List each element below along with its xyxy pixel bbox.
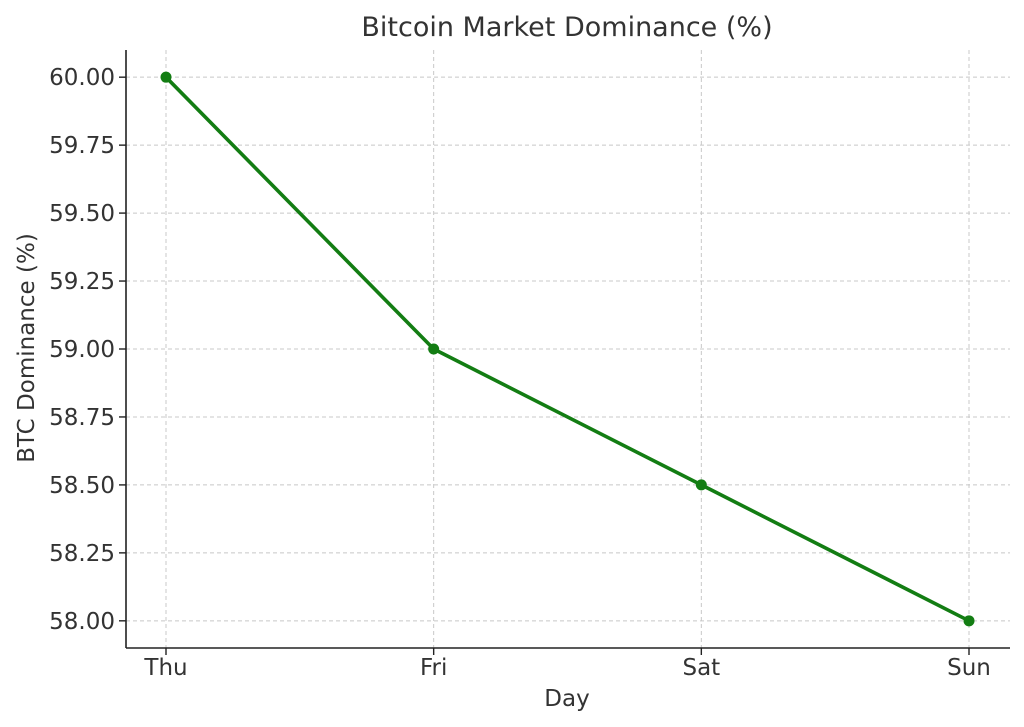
x-tick-label: Fri xyxy=(420,655,447,681)
data-point xyxy=(160,71,172,83)
y-tick-label: 58.75 xyxy=(49,405,115,431)
series-line xyxy=(164,75,971,623)
x-tick-label: Sun xyxy=(947,655,991,681)
y-axis-label: BTC Dominance (%) xyxy=(14,233,40,463)
y-tick-label: 59.25 xyxy=(49,269,115,295)
data-point xyxy=(695,479,707,491)
y-tick-label: 59.75 xyxy=(49,133,115,159)
series-layer xyxy=(160,71,975,627)
data-point xyxy=(963,615,975,627)
y-tick-label: 60.00 xyxy=(49,65,115,91)
y-tick-label: 59.00 xyxy=(49,337,115,363)
y-tick-label: 58.50 xyxy=(49,473,115,499)
x-axis-label: Day xyxy=(544,686,589,712)
x-tick-label: Sat xyxy=(682,655,720,681)
y-tick-label: 58.00 xyxy=(49,609,115,635)
chart-title: Bitcoin Market Dominance (%) xyxy=(361,12,772,43)
grid-layer xyxy=(126,50,1010,648)
ticks-layer: 58.00 58.25 58.50 58.75 59.00 59.25 59.50 59.75… xyxy=(49,65,991,681)
data-point xyxy=(428,343,440,355)
y-tick-label: 58.25 xyxy=(49,541,115,567)
x-tick-label: Thu xyxy=(143,655,187,681)
y-tick-label: 59.50 xyxy=(49,201,115,227)
